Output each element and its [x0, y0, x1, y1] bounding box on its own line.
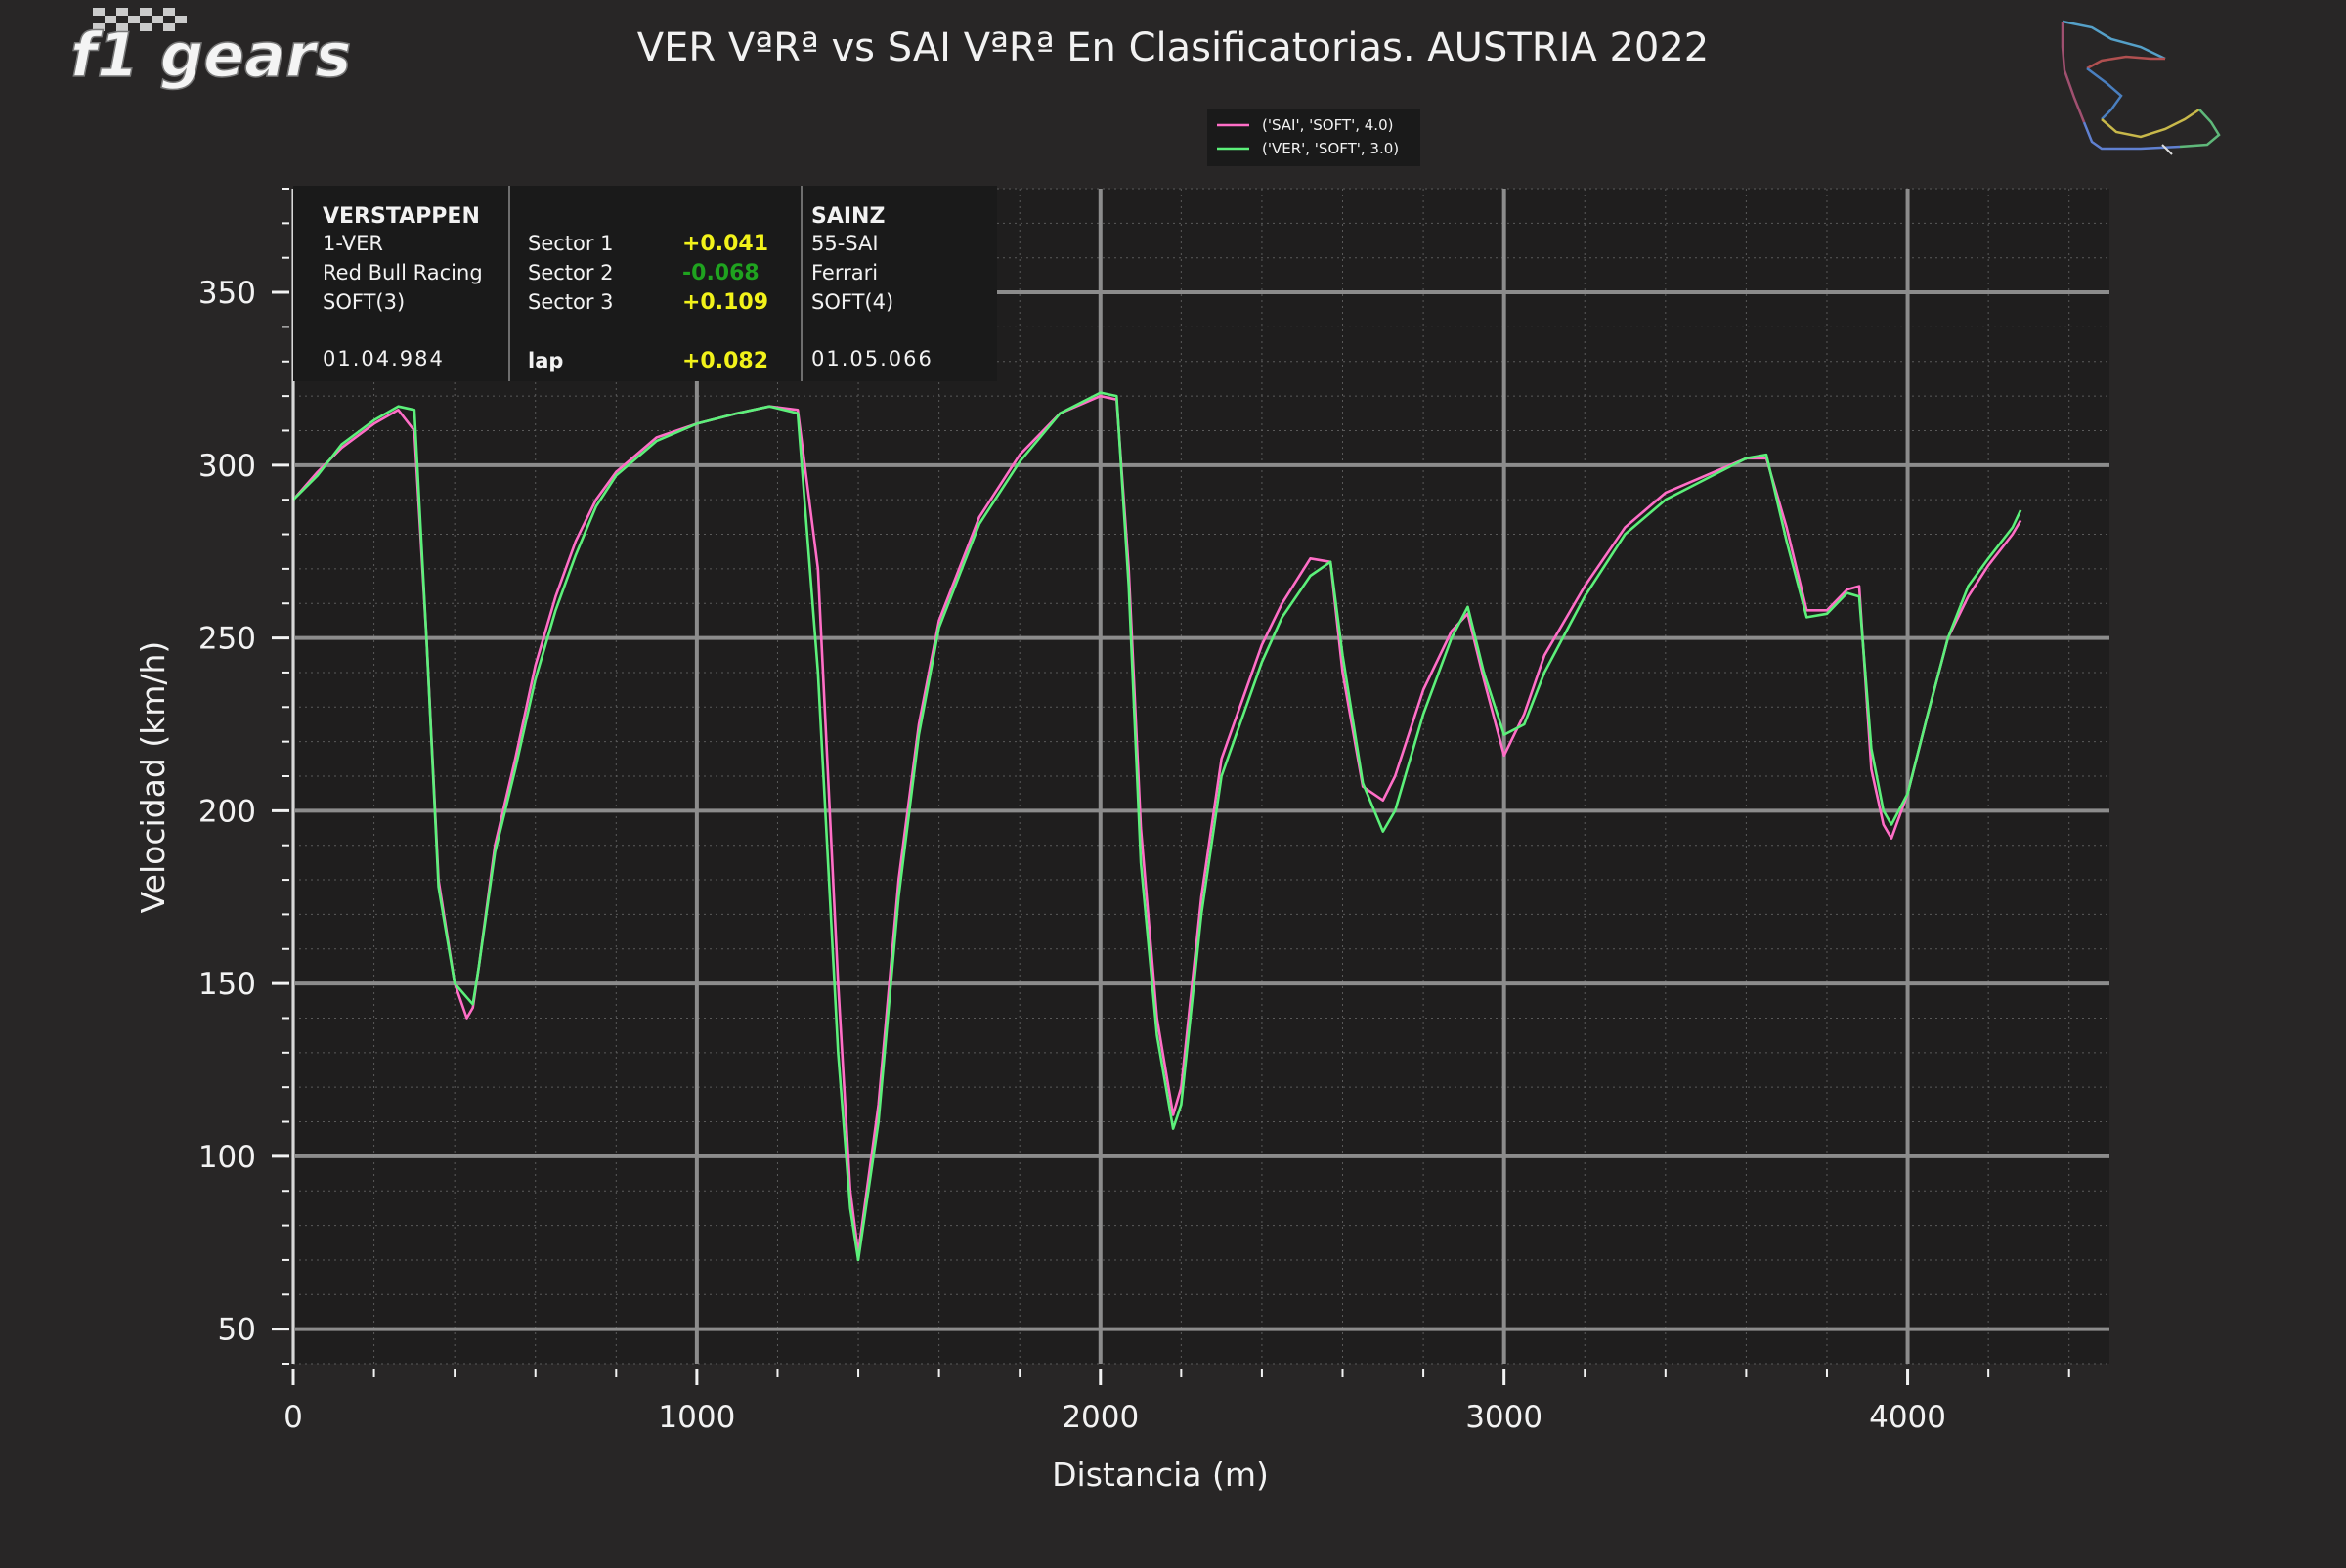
series-line-ver: [292, 391, 2022, 1262]
y-tick-label: 200: [198, 794, 256, 829]
series-line-sai: [292, 394, 2022, 1255]
info-table: VERSTAPPEN 1-VER Red Bull Racing SOFT(3)…: [293, 186, 997, 381]
sector3-delta: +0.109: [682, 290, 768, 315]
y-tick-label: 50: [218, 1313, 256, 1348]
legend-label-ver: ('VER', 'SOFT', 3.0): [1262, 140, 1399, 157]
series-layer: [292, 391, 2022, 1262]
legend: ('SAI', 'SOFT', 4.0) ('VER', 'SOFT', 3.0…: [1207, 109, 1420, 166]
sector2-delta: -0.068: [682, 261, 760, 285]
y-tick-label: 150: [198, 967, 256, 1002]
minor-grid: [293, 188, 2109, 1365]
y-tick-label: 350: [198, 276, 256, 311]
x-tick-label: 3000: [1465, 1400, 1542, 1435]
driver2-code: 55-SAI: [811, 232, 879, 255]
x-tick-label: 0: [283, 1400, 303, 1435]
sector3-label: Sector 3: [528, 290, 614, 314]
driver2-laptime: 01.05.066: [811, 347, 934, 370]
legend-box: [1207, 109, 1420, 166]
driver1-laptime: 01.04.984: [323, 347, 445, 370]
y-tick-label: 250: [198, 622, 256, 657]
driver1-name: VERSTAPPEN: [323, 204, 480, 229]
driver2-name: SAINZ: [811, 204, 885, 229]
chart-title: VER VªRª vs SAI VªRª En Clasificatorias.…: [637, 25, 1709, 70]
x-tick-label: 4000: [1869, 1400, 1946, 1435]
x-tick-label: 1000: [658, 1400, 735, 1435]
track-map-icon: [2061, 20, 2221, 155]
sector2-label: Sector 2: [528, 261, 614, 284]
driver2-team: Ferrari: [811, 261, 878, 284]
logo-text: f1 gears: [70, 20, 351, 91]
y-tick-label: 100: [198, 1140, 256, 1175]
checkered-flag-icon: [93, 8, 187, 31]
x-tick-label: 2000: [1062, 1400, 1139, 1435]
y-tick-label: 300: [198, 449, 256, 484]
legend-label-sai: ('SAI', 'SOFT', 4.0): [1262, 116, 1393, 134]
axis-layer: 0 1000 2000 3000 4000 50 100 150 200 250 300 350: [198, 188, 2070, 1435]
x-axis-label: Distancia (m): [1052, 1456, 1269, 1494]
info-table-background: [293, 186, 997, 381]
driver1-tyre: SOFT(3): [323, 290, 405, 314]
lap-label: lap: [528, 349, 563, 372]
sector1-label: Sector 1: [528, 232, 614, 255]
y-axis-label: Velocidad (km/h): [134, 641, 172, 914]
driver2-tyre: SOFT(4): [811, 290, 893, 314]
driver1-team: Red Bull Racing: [323, 261, 483, 284]
lap-delta: +0.082: [682, 349, 768, 373]
driver1-code: 1-VER: [323, 232, 383, 255]
sector1-delta: +0.041: [682, 232, 768, 256]
f1gears-logo: f1 gears: [69, 8, 352, 92]
